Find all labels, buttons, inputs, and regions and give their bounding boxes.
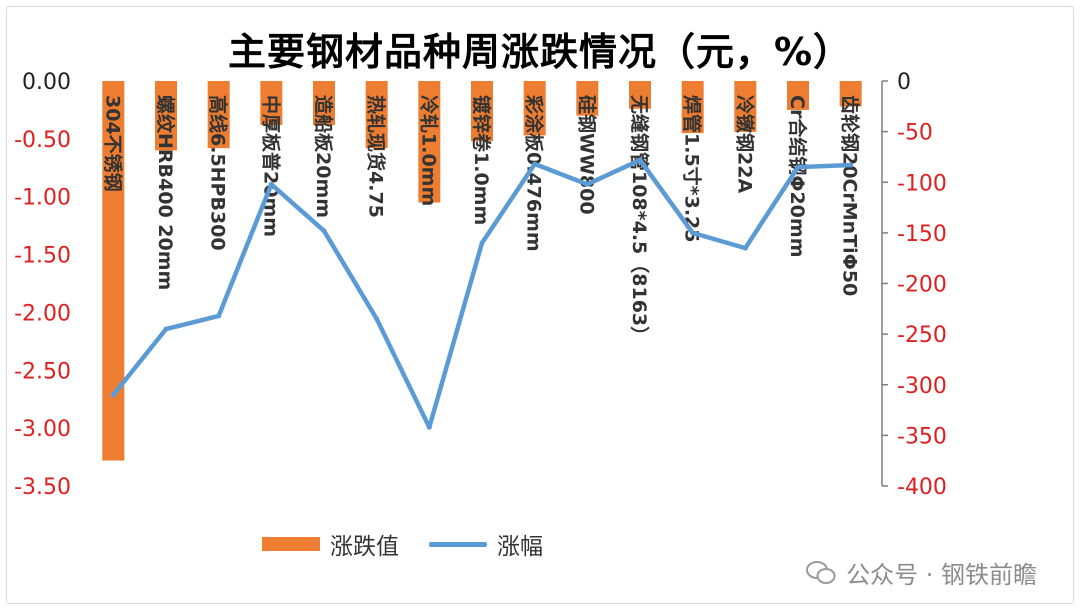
category-label: 焊管1.5寸*3.25 <box>681 95 704 242</box>
line-point <box>110 392 116 398</box>
bar <box>839 81 862 107</box>
line-point <box>795 164 801 170</box>
chart-plot: 0.00-0.50-1.00-1.50-2.00-2.50-3.00-3.50 … <box>14 70 947 500</box>
category-label: 造船板20mm <box>312 95 335 218</box>
legend-label-line: 涨幅 <box>497 534 543 560</box>
left-tick-label: -2.00 <box>14 301 71 326</box>
right-tick-label: -300 <box>897 374 947 399</box>
right-tick-label: -250 <box>897 323 947 348</box>
category-label: 螺纹HRB400 20mm <box>154 95 177 290</box>
legend-item-line: 涨幅 <box>429 527 543 561</box>
line-point <box>321 228 327 234</box>
bar <box>681 81 704 134</box>
category-label: 镀锌卷1.0mm <box>470 95 493 225</box>
left-tick-label: -3.50 <box>14 475 71 500</box>
chart-title: 主要钢材品种周涨跌情况（元，%） <box>227 30 853 74</box>
line-point <box>374 316 380 322</box>
left-tick-label: -3.00 <box>14 417 71 442</box>
legend-item-bar: 涨跌值 <box>262 527 399 561</box>
left-axis: 0.00 -0.50 -1.00 -1.50 -2.00 -2.50 -3.00 -3.50 <box>14 70 71 500</box>
bar <box>576 81 599 116</box>
line-point <box>742 245 748 251</box>
wechat-icon <box>806 560 836 584</box>
line-point <box>426 424 432 430</box>
bar <box>787 81 809 110</box>
line-point <box>532 161 538 167</box>
left-tick-label: -2.50 <box>14 359 71 384</box>
right-tick-label: -100 <box>897 171 947 196</box>
bar <box>418 81 441 203</box>
bar <box>313 81 335 125</box>
right-tick-label: -350 <box>897 424 947 449</box>
watermark-text: 公众号 · 钢铁前瞻 <box>846 561 1037 589</box>
bar <box>629 81 651 109</box>
bar <box>260 81 283 125</box>
category-label: 硅钢WW800 <box>575 95 597 215</box>
bar <box>365 81 388 149</box>
bar <box>523 81 546 136</box>
legend-swatch-bar <box>262 537 320 551</box>
right-tick-label: -200 <box>897 273 947 298</box>
left-tick-label: -1.50 <box>14 244 71 269</box>
legend-label-bar: 涨跌值 <box>330 534 399 560</box>
line-point <box>268 181 274 187</box>
line-point <box>584 181 590 187</box>
line-point <box>479 240 485 246</box>
category-label: 冷镦钢22A <box>733 95 756 193</box>
bar <box>734 81 757 132</box>
left-tick-label: 0.00 <box>22 70 71 95</box>
category-label: 高线6.5HPB300 <box>207 95 230 251</box>
left-tick-label: -0.50 <box>14 128 71 153</box>
left-tick-label: -1.00 <box>14 186 71 211</box>
chart-frame: 主要钢材品种周涨跌情况（元，%） 0.00 -0.50 -1.00 -1.50 -2.0… <box>6 6 1074 604</box>
bar-series <box>102 81 862 461</box>
line-point <box>637 157 643 163</box>
category-label: 中厚板普20mm <box>259 95 282 237</box>
line-point <box>690 230 696 236</box>
bar <box>207 81 230 149</box>
right-tick-label: 0 <box>897 70 911 95</box>
watermark: 公众号 · 钢铁前瞻 <box>806 555 1037 590</box>
category-labels: 304不锈钢 螺纹HRB400 20mm 高线6.5HPB300 中厚板普20mm 造船… <box>101 94 861 345</box>
line-series <box>110 157 854 430</box>
right-tick-label: -400 <box>897 475 947 500</box>
bar <box>155 81 177 151</box>
category-label: 无缝钢管108*4.5（8163） <box>628 95 651 345</box>
legend-swatch-line <box>429 541 487 547</box>
category-label: Cr合结钢Φ20mm <box>786 95 809 258</box>
legend: 涨跌值 涨幅 <box>262 527 543 561</box>
right-tick-label: -50 <box>897 121 933 146</box>
line-point <box>848 162 854 168</box>
bar <box>102 81 125 461</box>
category-label: 齿轮钢20CrMnTiΦ50 <box>839 95 862 296</box>
line-point <box>216 313 222 319</box>
bar <box>471 81 493 142</box>
right-tick-label: -150 <box>897 222 947 247</box>
category-label: 彩涂板0.476mm <box>523 94 546 252</box>
right-axis: 0 -50 -100 -150 -200 -250 -300 -350 -400 <box>881 70 947 500</box>
category-label: 热轧现货4.75 <box>365 95 388 218</box>
category-label: 304不锈钢 <box>101 95 123 192</box>
category-label: 冷轧1.0mm <box>417 95 440 206</box>
line-point <box>163 326 169 332</box>
